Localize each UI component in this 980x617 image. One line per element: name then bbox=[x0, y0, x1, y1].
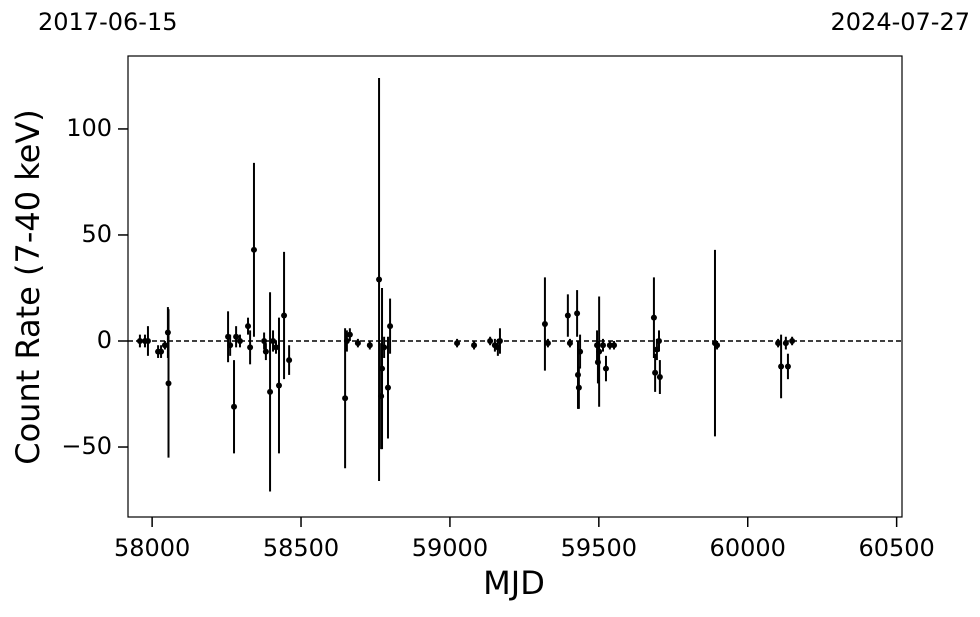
data-point bbox=[784, 363, 791, 370]
y-tick-label: 50 bbox=[81, 220, 112, 248]
data-point bbox=[652, 369, 659, 376]
data-point bbox=[262, 348, 269, 355]
data-point bbox=[144, 337, 151, 344]
y-tick-label: 0 bbox=[97, 326, 112, 354]
data-point bbox=[342, 395, 349, 402]
data-point bbox=[602, 365, 609, 372]
data-point bbox=[714, 342, 721, 349]
data-point bbox=[275, 382, 282, 389]
data-point bbox=[778, 363, 785, 370]
data-point bbox=[496, 337, 503, 344]
data-point bbox=[564, 312, 571, 319]
data-point bbox=[566, 340, 573, 347]
data-point bbox=[574, 310, 581, 317]
x-tick-label: 58500 bbox=[263, 534, 339, 562]
data-point bbox=[261, 337, 268, 344]
data-point bbox=[471, 342, 478, 349]
data-point bbox=[596, 348, 603, 355]
x-tick-label: 60500 bbox=[858, 534, 934, 562]
data-point bbox=[655, 337, 662, 344]
x-tick-label: 59000 bbox=[412, 534, 488, 562]
y-axis-label: Count Rate (7-40 keV) bbox=[9, 109, 47, 464]
data-point bbox=[611, 342, 618, 349]
data-point bbox=[231, 403, 238, 410]
data-point bbox=[600, 342, 607, 349]
data-point bbox=[236, 337, 243, 344]
data-point bbox=[245, 323, 252, 330]
data-point bbox=[606, 342, 613, 349]
plot-frame bbox=[127, 55, 903, 518]
data-point bbox=[577, 348, 584, 355]
data-point bbox=[281, 312, 288, 319]
data-point bbox=[376, 276, 383, 283]
data-point bbox=[384, 384, 391, 391]
data-point bbox=[650, 314, 657, 321]
data-point bbox=[487, 337, 494, 344]
x-tick-label: 59500 bbox=[561, 534, 637, 562]
data-point bbox=[343, 337, 350, 344]
data-point bbox=[227, 342, 234, 349]
data-point bbox=[366, 342, 373, 349]
x-axis-label: MJD bbox=[483, 564, 545, 602]
data-point bbox=[354, 340, 361, 347]
data-point bbox=[575, 384, 582, 391]
data-point bbox=[250, 246, 257, 253]
data-point bbox=[286, 357, 293, 364]
data-point bbox=[381, 344, 388, 351]
data-point bbox=[775, 340, 782, 347]
data-point bbox=[782, 340, 789, 347]
start-date: 2017-06-15 bbox=[38, 8, 177, 36]
data-point bbox=[161, 342, 168, 349]
y-tick-label: −50 bbox=[61, 432, 112, 460]
y-tick-label: 100 bbox=[66, 114, 112, 142]
data-point bbox=[165, 380, 172, 387]
data-point bbox=[346, 331, 353, 338]
data-point bbox=[541, 321, 548, 328]
data-point bbox=[656, 374, 663, 381]
data-point bbox=[136, 337, 143, 344]
data-point bbox=[158, 348, 165, 355]
data-point bbox=[379, 365, 386, 372]
data-point bbox=[544, 340, 551, 347]
x-tick-label: 58000 bbox=[114, 534, 190, 562]
data-point bbox=[270, 337, 277, 344]
data-point bbox=[454, 340, 461, 347]
data-point bbox=[789, 337, 796, 344]
data-point bbox=[247, 344, 254, 351]
data-point bbox=[387, 323, 394, 330]
data-point bbox=[267, 388, 274, 395]
data-point bbox=[273, 344, 280, 351]
x-tick-label: 60000 bbox=[710, 534, 786, 562]
end-date: 2024-07-27 bbox=[831, 8, 970, 36]
data-point bbox=[233, 333, 240, 340]
